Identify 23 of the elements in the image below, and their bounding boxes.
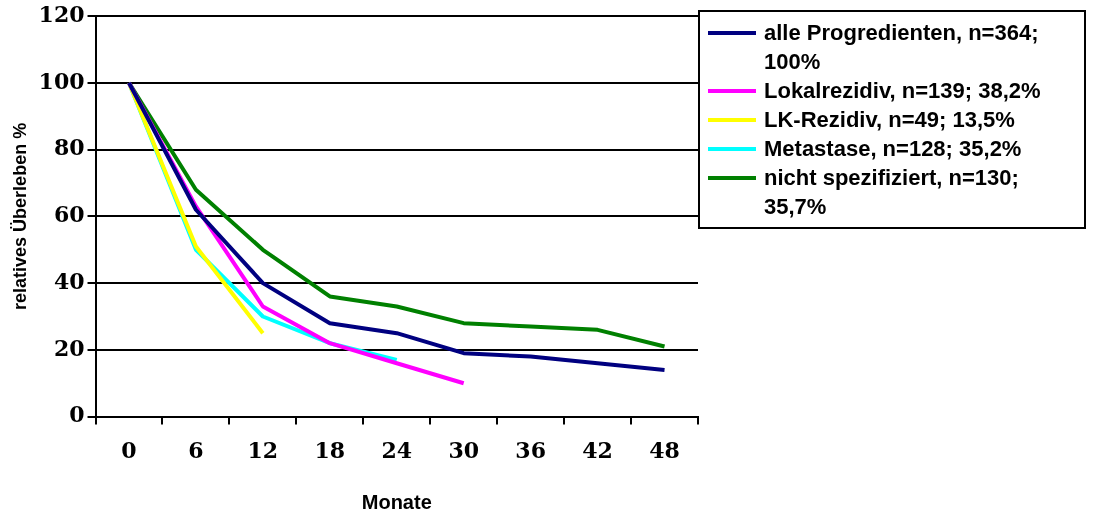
x-tick-label: 30 [448, 436, 480, 463]
x-tick-label: 12 [247, 436, 279, 463]
x-tick-label: 0 [121, 436, 137, 463]
y-tick-label: 20 [53, 334, 85, 361]
x-tick-label: 42 [582, 436, 613, 463]
x-tick-label: 48 [649, 436, 680, 463]
x-tick-label: 24 [381, 436, 413, 463]
legend-label: Lokalrezidiv, n=139; 38,2% [764, 77, 1041, 105]
y-tick-label: 0 [69, 401, 85, 428]
x-axis-title: Monate [361, 490, 432, 513]
legend-label: nicht spezifiziert, n=130; 35,7% [764, 164, 1020, 221]
y-tick-label: 40 [53, 267, 85, 294]
y-tick-label: 100 [38, 67, 85, 94]
legend-label: Metastase, n=128; 35,2% [764, 135, 1022, 163]
y-tick-label: 60 [53, 201, 85, 228]
legend-label: alle Progredienten, n=364; 100% [764, 19, 1040, 76]
x-tick-label: 36 [515, 436, 546, 463]
x-tick-label: 18 [314, 436, 346, 463]
y-tick-label: 80 [53, 134, 85, 161]
y-axis-title: relatives Überleben % [9, 122, 30, 310]
y-tick-label: 120 [38, 0, 85, 27]
x-tick-label: 6 [188, 436, 204, 463]
legend-label: LK-Rezidiv, n=49; 13,5% [764, 106, 1015, 134]
